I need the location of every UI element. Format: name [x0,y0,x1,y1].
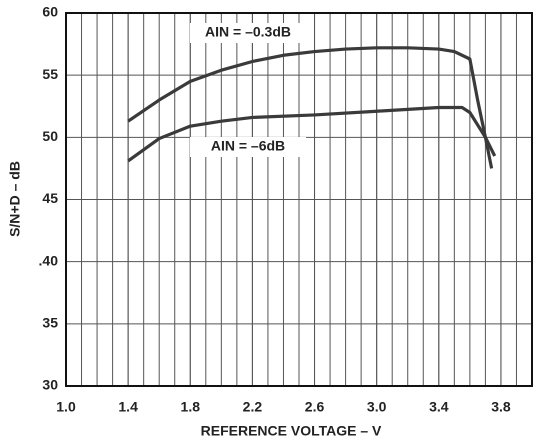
y-tick-label: 50 [42,128,58,144]
label-background [190,23,306,43]
x-axis-label: REFERENCE VOLTAGE – V [201,423,382,439]
series-label: AIN = –0.3dB [205,24,291,40]
y-tick-label: 30 [42,377,58,393]
line-series [127,46,494,169]
y-tick-label: 60 [42,4,58,20]
x-tick-label: 3.8 [491,399,511,415]
line-series [127,105,497,163]
x-tick-label: 1.0 [56,399,76,415]
y-tick-label: 55 [42,66,58,82]
series-label: AIN = –6dB [211,138,285,154]
x-tick-label: 3.4 [429,399,449,415]
x-tick-label: 1.4 [118,399,138,415]
label-background [190,137,306,157]
y-tick-label: 45 [42,190,58,206]
x-tick-label: 2.6 [305,399,325,415]
plot-frame [65,12,533,387]
y-tick-label: 35 [42,315,58,331]
y-tick-label: .40 [39,252,59,268]
x-tick-label: 1.8 [181,399,201,415]
x-tick-label: 3.0 [367,399,387,415]
x-tick-label: 2.2 [243,399,263,415]
y-axis-label: S/N+D – dB [7,161,23,237]
